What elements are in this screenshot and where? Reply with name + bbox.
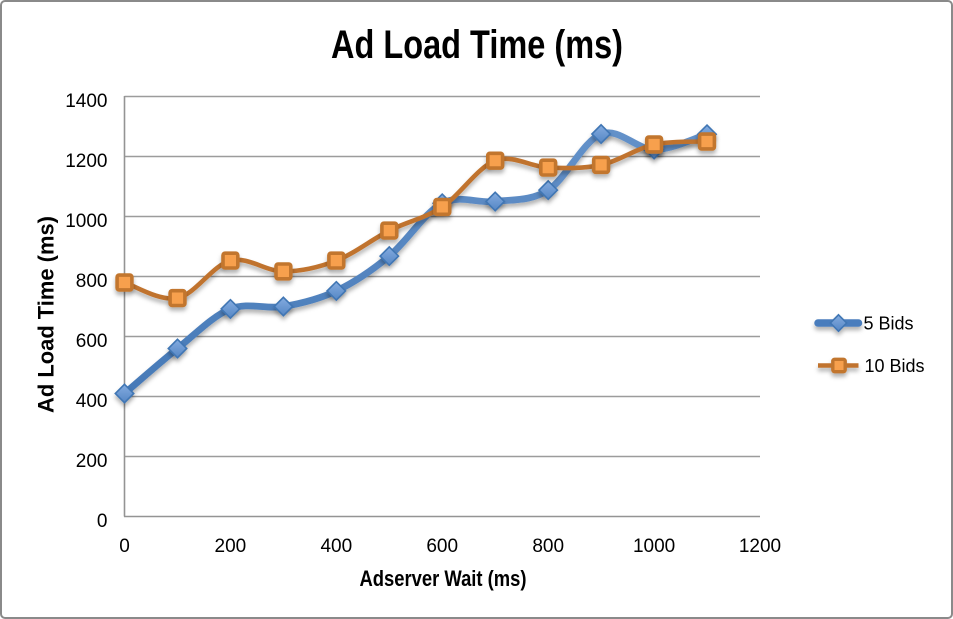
svg-text:0: 0	[97, 511, 108, 532]
svg-text:1000: 1000	[633, 536, 675, 557]
svg-text:Ad Load Time (ms): Ad Load Time (ms)	[34, 216, 59, 413]
svg-text:800: 800	[76, 271, 108, 292]
svg-text:Adserver Wait (ms): Adserver Wait (ms)	[360, 566, 527, 591]
svg-text:400: 400	[320, 536, 352, 557]
svg-text:600: 600	[76, 331, 108, 352]
svg-text:1400: 1400	[65, 91, 107, 112]
svg-text:400: 400	[76, 391, 108, 412]
svg-text:200: 200	[76, 451, 108, 472]
svg-text:800: 800	[532, 536, 564, 557]
svg-text:1000: 1000	[65, 211, 107, 232]
svg-text:1200: 1200	[739, 536, 781, 557]
svg-text:200: 200	[215, 536, 247, 557]
svg-text:10 Bids: 10 Bids	[865, 356, 925, 376]
svg-text:1200: 1200	[65, 151, 107, 172]
svg-text:0: 0	[119, 536, 130, 557]
svg-text:Ad Load Time (ms): Ad Load Time (ms)	[331, 23, 623, 67]
svg-text:5 Bids: 5 Bids	[864, 314, 914, 334]
svg-text:600: 600	[426, 536, 458, 557]
